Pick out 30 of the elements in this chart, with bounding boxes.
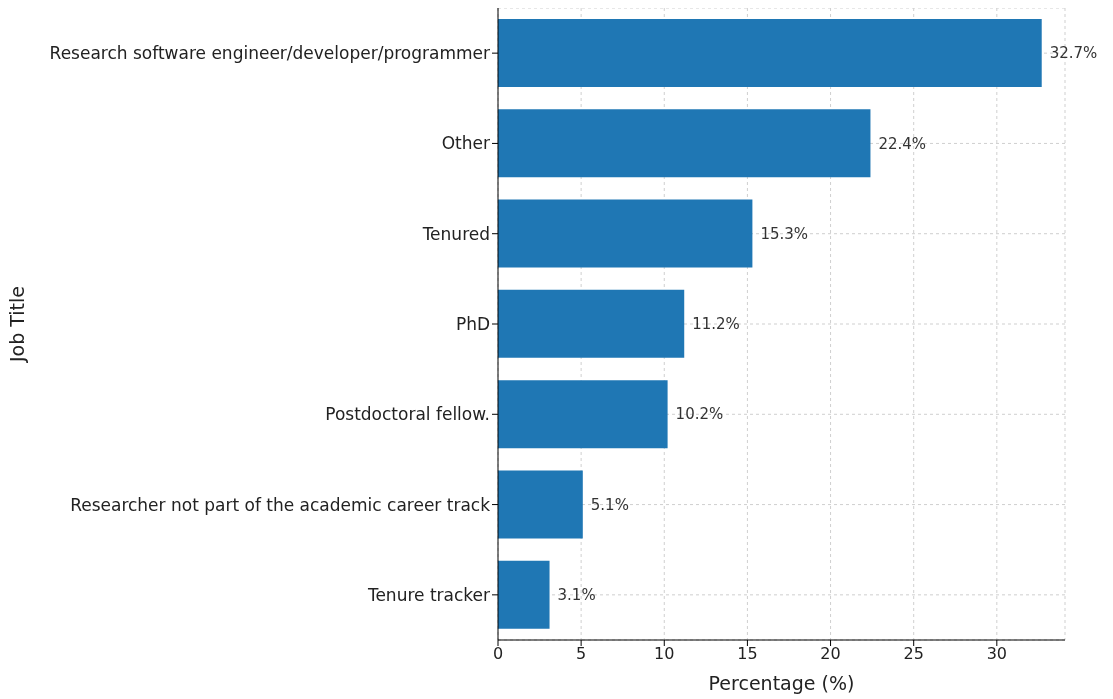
x-tick-label: 15	[737, 644, 758, 664]
bar	[498, 289, 685, 358]
data-label: 11.2%	[692, 315, 740, 334]
y-tick-label: Other	[441, 133, 490, 154]
x-axis-title: Percentage (%)	[708, 672, 855, 694]
data-label: 10.2%	[675, 405, 724, 424]
data-label: 15.3%	[760, 224, 809, 243]
data-label: 5.1%	[590, 495, 629, 514]
data-label: 3.1%	[557, 586, 596, 605]
bar	[498, 19, 1042, 87]
bar	[498, 470, 583, 539]
y-tick-label: Researcher not part of the academic career track	[70, 494, 491, 515]
y-axis-title: Job Title	[6, 285, 28, 364]
bar	[498, 560, 550, 629]
y-tick-label: Research software engineer/developer/programmer	[49, 43, 490, 64]
x-tick-label: 10	[654, 644, 675, 664]
y-tick-label: PhD	[455, 314, 490, 335]
bar	[498, 199, 753, 268]
x-tick-label: 25	[903, 644, 924, 664]
y-tick-label: Tenure tracker	[366, 584, 490, 605]
x-tick-label: 5	[576, 644, 587, 664]
bar	[498, 380, 668, 449]
data-label: 22.4%	[878, 134, 927, 153]
y-tick-label: Tenured	[421, 223, 490, 244]
x-tick-label: 20	[820, 644, 841, 664]
y-tick-label: Postdoctoral fellow.	[325, 404, 490, 425]
x-tick-label: 30	[986, 644, 1008, 664]
data-label: 32.7%	[1049, 44, 1098, 63]
bar	[498, 109, 871, 178]
x-tick-label: 0	[492, 644, 504, 664]
